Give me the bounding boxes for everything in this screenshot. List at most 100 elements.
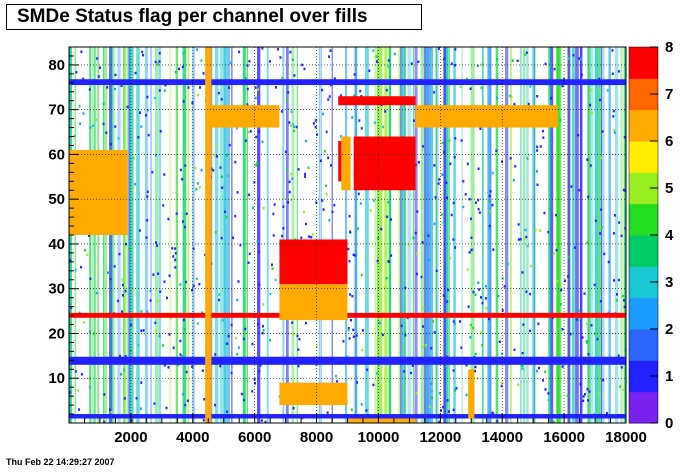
heatmap-stripe: [242, 47, 246, 423]
heatmap-cell: [623, 189, 626, 192]
heatmap-cell: [147, 133, 150, 137]
heatmap-stripe: [548, 47, 551, 423]
heatmap-cell: [416, 252, 419, 255]
heatmap-cell: [253, 181, 256, 184]
heatmap-stripe: [226, 47, 230, 423]
heatmap-stripe: [567, 47, 571, 423]
heatmap-cell: [185, 212, 188, 216]
heatmap-cell: [174, 70, 177, 74]
heatmap-cell: [262, 206, 265, 210]
heatmap-stripe: [187, 47, 190, 423]
palette-tick-label: 0: [665, 415, 673, 432]
heatmap-cell: [259, 364, 262, 367]
heatmap-cell: [570, 185, 573, 188]
heatmap-cell: [287, 91, 290, 94]
heatmap-cell: [146, 95, 149, 99]
heatmap-cell: [258, 130, 261, 133]
heatmap-cell: [372, 199, 375, 202]
heatmap-cell: [583, 292, 586, 295]
heatmap-stripe: [520, 47, 522, 423]
heatmap-cell: [78, 311, 81, 315]
heatmap-cell: [121, 294, 124, 297]
heatmap-cell: [452, 201, 455, 205]
heatmap-cell: [239, 243, 242, 247]
heatmap-cell: [348, 337, 351, 340]
heatmap-cell: [501, 309, 504, 312]
heatmap-cell: [151, 170, 154, 174]
heatmap-stripe: [144, 47, 148, 423]
heatmap-cell: [559, 118, 562, 122]
heatmap-cell: [446, 300, 449, 303]
heatmap-cell: [291, 177, 294, 181]
heatmap-cell: [288, 190, 291, 194]
heatmap-cell: [79, 122, 82, 125]
heatmap-cell: [352, 328, 355, 332]
heatmap-cell: [476, 64, 479, 68]
heatmap-cell: [514, 165, 517, 168]
heatmap-cell: [216, 145, 219, 148]
heatmap-cell: [119, 373, 122, 376]
heatmap-cell: [509, 156, 512, 160]
heatmap-cell: [472, 290, 475, 294]
heatmap-cell: [481, 63, 484, 66]
heatmap-cell: [114, 125, 117, 128]
heatmap-stripe: [403, 47, 407, 423]
heatmap-stripe: [175, 47, 179, 423]
heatmap-cell: [124, 289, 127, 293]
heatmap-cell: [200, 59, 203, 62]
heatmap-cell: [598, 98, 601, 102]
heatmap-stripe: [587, 47, 591, 423]
heatmap-cell: [471, 248, 474, 251]
heatmap-cell: [613, 279, 616, 282]
heatmap-cell: [195, 188, 198, 191]
heatmap-cell: [109, 408, 112, 412]
heatmap-cell: [229, 61, 232, 65]
heatmap-cell: [200, 169, 203, 172]
heatmap-cell: [286, 86, 289, 90]
heatmap-stripe: [598, 47, 601, 423]
heatmap-cell: [566, 275, 569, 278]
heatmap-cell: [586, 158, 589, 161]
heatmap-cell: [544, 370, 547, 374]
heatmap-cell: [261, 331, 264, 335]
heatmap-cell: [489, 210, 492, 213]
palette-swatch: [629, 141, 658, 173]
heatmap-cell: [563, 279, 566, 283]
heatmap-cell: [617, 278, 620, 282]
palette-swatch: [629, 391, 658, 424]
heatmap-cell: [415, 272, 418, 276]
axes: 2000 4000 6000 8000 10000 12000 14000 16000 1800…: [48, 46, 647, 446]
heatmap-cell: [487, 317, 490, 321]
heatmap-cell: [146, 195, 149, 198]
heatmap-cell: [175, 212, 178, 215]
heatmap-cell: [469, 336, 472, 339]
heatmap-stripe: [575, 47, 579, 423]
heatmap-cell: [433, 90, 436, 94]
heatmap-cell: [578, 57, 581, 60]
heatmap-cell: [293, 74, 296, 77]
heatmap-cell: [248, 252, 251, 256]
heatmap-cell: [304, 139, 307, 143]
heatmap-cell: [325, 193, 328, 196]
heatmap-cell: [613, 214, 616, 217]
heatmap-cell: [78, 408, 81, 411]
heatmap-cell: [225, 410, 228, 414]
heatmap-stripe: [398, 47, 401, 423]
heatmap-cell: [474, 293, 477, 297]
heatmap-cell: [292, 406, 295, 410]
heatmap-stripe: [384, 47, 388, 423]
heatmap-cell: [453, 155, 456, 159]
heatmap-cell: [230, 371, 233, 375]
heatmap-stripe: [364, 47, 369, 423]
y-tick-label: 60: [48, 146, 65, 163]
heatmap-stripe: [154, 47, 158, 423]
heatmap-cell: [521, 364, 524, 368]
x-tick-label: 16000: [543, 429, 585, 446]
heatmap-cell: [470, 236, 473, 239]
heatmap-cell: [174, 266, 177, 269]
heatmap-cell: [460, 139, 463, 142]
heatmap-cell: [452, 320, 455, 323]
heatmap-cell: [575, 318, 578, 321]
heatmap-cell: [601, 130, 604, 133]
heatmap-stripe: [556, 47, 561, 423]
